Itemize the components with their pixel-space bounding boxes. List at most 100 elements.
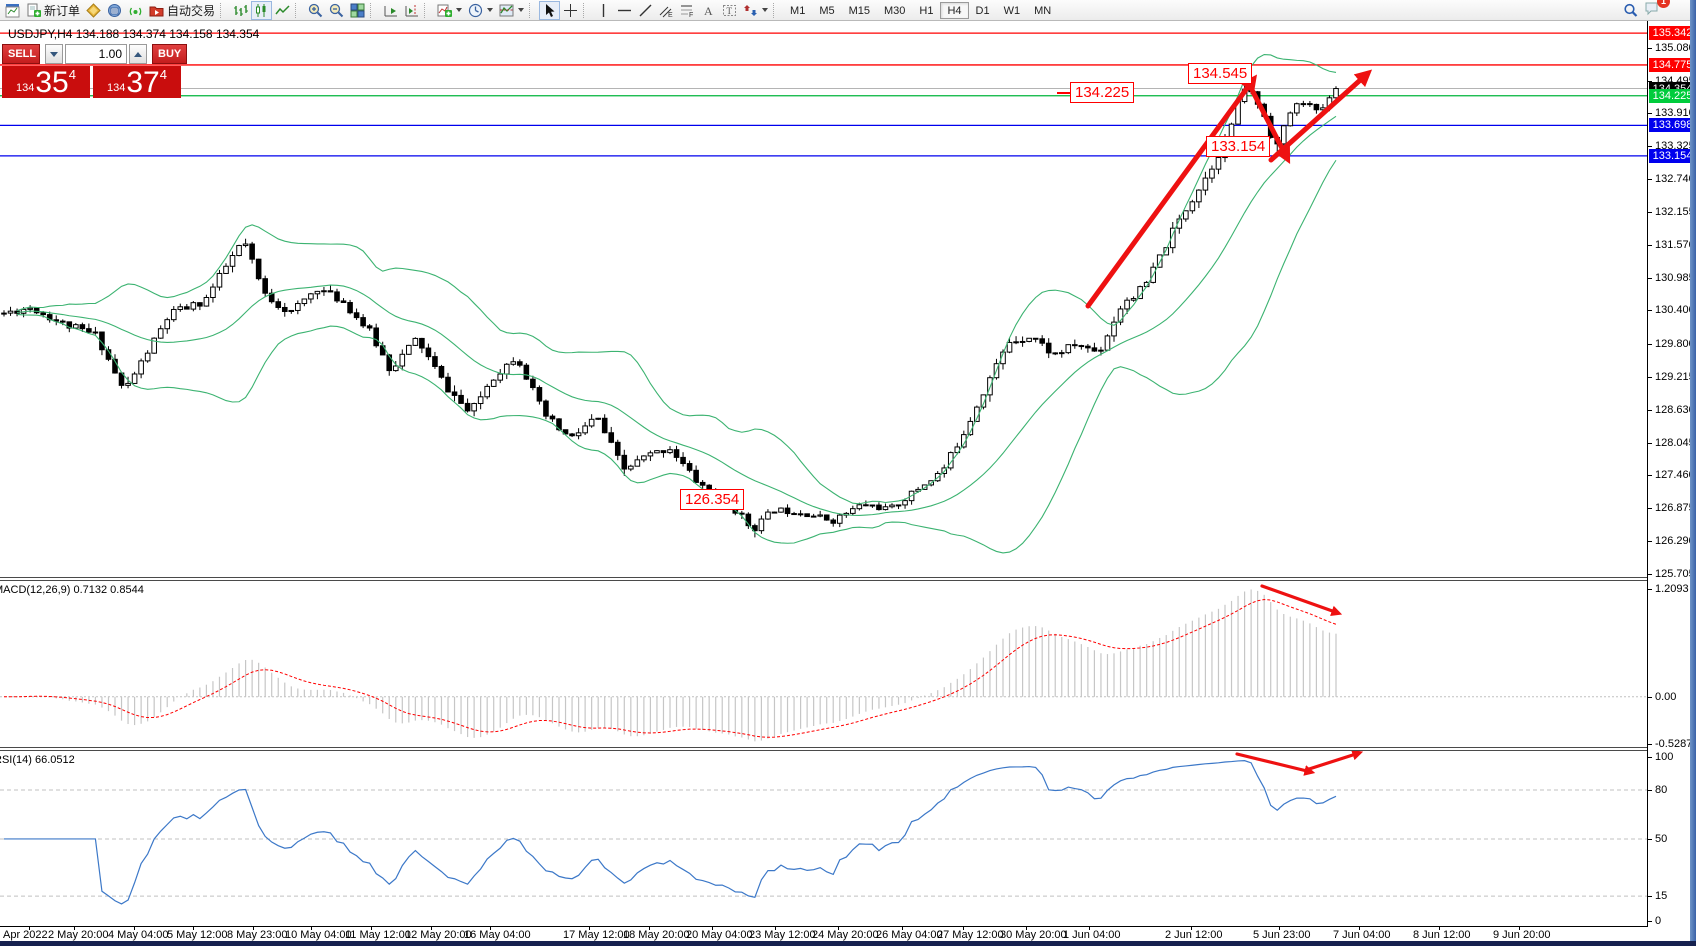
metaeditor-button[interactable] — [83, 1, 104, 20]
date-tick-mark — [74, 926, 75, 930]
date-label[interactable]: 26 May 04:00 — [876, 929, 943, 941]
new-order-button[interactable]: 新订单 — [23, 1, 83, 20]
arrows-shapes-icon — [744, 4, 758, 16]
dropdown-caret-icon — [487, 8, 494, 12]
macd-tick-label: -0.5287 — [1655, 737, 1693, 750]
date-label[interactable]: 4 May 04:00 — [108, 929, 169, 941]
timeframe-button-h1[interactable]: H1 — [912, 2, 940, 19]
search-icon — [1624, 3, 1638, 17]
price-annotation[interactable]: 134.225 — [1057, 82, 1135, 103]
horizontal-line-tool-button[interactable] — [614, 1, 635, 20]
date-label[interactable]: 5 May 12:00 — [167, 929, 228, 941]
date-label[interactable]: 16 May 04:00 — [464, 929, 531, 941]
date-label[interactable]: 20 May 04:00 — [686, 929, 753, 941]
date-label[interactable]: 2 May 20:00 — [48, 929, 109, 941]
signals-button[interactable] — [125, 1, 146, 20]
date-label[interactable]: 17 May 12:00 — [563, 929, 630, 941]
date-label[interactable]: 10 May 04:00 — [285, 929, 352, 941]
text-label-tool-button[interactable]: T — [719, 1, 740, 20]
timeframe-button-h4[interactable]: H4 — [940, 2, 969, 20]
timeframe-button-m30[interactable]: M30 — [877, 2, 912, 19]
market-depth-button[interactable] — [104, 1, 125, 20]
time-axis-line — [0, 926, 1648, 927]
date-label[interactable]: 30 May 20:00 — [1000, 929, 1067, 941]
rsi-pane-canvas[interactable] — [0, 751, 1648, 927]
vertical-line-tool-button[interactable] — [593, 1, 614, 20]
date-tick-mark — [589, 926, 590, 930]
pane-separator[interactable] — [0, 747, 1647, 751]
new-order-icon — [27, 3, 41, 17]
timeframe-button-d1[interactable]: D1 — [969, 2, 997, 19]
zoom-in-button[interactable] — [305, 1, 326, 20]
date-label[interactable]: 8 Jun 12:00 — [1413, 929, 1471, 941]
price-annotation[interactable]: 133.154 — [1206, 136, 1271, 157]
date-label[interactable]: 18 May 20:00 — [623, 929, 690, 941]
price-tick-mark — [1648, 310, 1652, 312]
date-label[interactable]: 27 May 12:00 — [937, 929, 1004, 941]
date-tick-mark — [371, 926, 372, 930]
date-label[interactable]: 9 Jun 20:00 — [1493, 929, 1551, 941]
volume-input[interactable] — [65, 44, 127, 64]
timeframe-button-m15[interactable]: M15 — [842, 2, 877, 19]
sell-button[interactable]: SELL — [2, 44, 40, 64]
chart-window-button[interactable] — [2, 1, 23, 20]
bar-chart-button[interactable] — [230, 1, 251, 20]
price-tick-label: 128.045 — [1655, 436, 1695, 449]
main-chart-canvas[interactable] — [0, 21, 1648, 577]
chart-shift-button[interactable] — [401, 1, 422, 20]
price-tick-mark — [1648, 211, 1652, 213]
arrows-dropdown-button[interactable] — [740, 1, 771, 20]
periods-dropdown-button[interactable] — [465, 1, 496, 20]
svg-text:A: A — [704, 4, 713, 18]
crosshair-tool-button[interactable] — [560, 1, 581, 20]
timeframe-button-mn[interactable]: MN — [1027, 2, 1058, 19]
channel-tool-button[interactable]: E — [656, 1, 677, 20]
macd-pane-canvas[interactable] — [0, 581, 1648, 747]
pane-separator[interactable] — [0, 577, 1647, 581]
text-tool-button[interactable]: A — [698, 1, 719, 20]
price-annotation[interactable]: 134.545 — [1188, 63, 1253, 84]
new-order-label: 新订单 — [44, 3, 81, 18]
date-label[interactable]: 11 May 12:00 — [345, 929, 411, 941]
timeframe-button-m1[interactable]: M1 — [783, 2, 812, 19]
rsi-tick-mark — [1648, 789, 1652, 791]
date-label[interactable]: 2 Jun 12:00 — [1165, 929, 1223, 941]
date-label[interactable]: Apr 2022 — [3, 929, 48, 941]
date-label[interactable]: 12 May 20:00 — [405, 929, 472, 941]
buy-price-display[interactable]: 134 37 4 — [93, 66, 181, 98]
autotrading-button[interactable]: 自动交易 — [146, 1, 218, 20]
cursor-tool-button[interactable] — [539, 0, 561, 20]
date-label[interactable]: 7 Jun 04:00 — [1333, 929, 1391, 941]
price-tick-label: 131.570 — [1655, 238, 1695, 251]
price-annotation[interactable]: 126.354 — [680, 489, 745, 510]
date-label[interactable]: 23 May 12:00 — [749, 929, 816, 941]
buy-button[interactable]: BUY — [152, 44, 188, 64]
line-chart-button[interactable] — [272, 1, 293, 20]
date-label[interactable]: 8 May 23:00 — [227, 929, 288, 941]
tile-windows-button[interactable] — [347, 1, 368, 20]
vertical-line-icon — [602, 3, 605, 17]
auto-scroll-button[interactable] — [380, 1, 401, 20]
date-label[interactable]: 5 Jun 23:00 — [1253, 929, 1311, 941]
trendline-tool-button[interactable] — [635, 1, 656, 20]
fibonacci-tool-button[interactable]: F — [677, 1, 698, 20]
price-tick-label: 133.910 — [1655, 107, 1695, 120]
templates-dropdown-button[interactable] — [496, 1, 527, 20]
zoom-out-button[interactable] — [326, 1, 347, 20]
date-label[interactable]: 1 Jun 04:00 — [1063, 929, 1121, 941]
date-label[interactable]: 24 May 20:00 — [812, 929, 879, 941]
candlestick-chart-button[interactable] — [251, 0, 273, 20]
tile-windows-icon — [350, 3, 365, 17]
volume-decrease-button[interactable] — [45, 44, 63, 64]
sell-price-display[interactable]: 134 35 4 — [2, 66, 90, 98]
timeframe-button-m5[interactable]: M5 — [812, 2, 841, 19]
chart-title: USDJPY,H4 134.188 134.374 134.158 134.35… — [8, 27, 260, 41]
volume-increase-button[interactable] — [129, 44, 147, 64]
search-button[interactable] — [1620, 1, 1641, 20]
price-tick-mark — [1648, 508, 1652, 510]
zoom-in-icon — [308, 3, 323, 17]
date-tick-mark — [29, 926, 30, 930]
svg-text:E: E — [668, 12, 673, 18]
timeframe-button-w1[interactable]: W1 — [997, 2, 1028, 19]
indicators-dropdown-button[interactable] — [434, 1, 465, 20]
